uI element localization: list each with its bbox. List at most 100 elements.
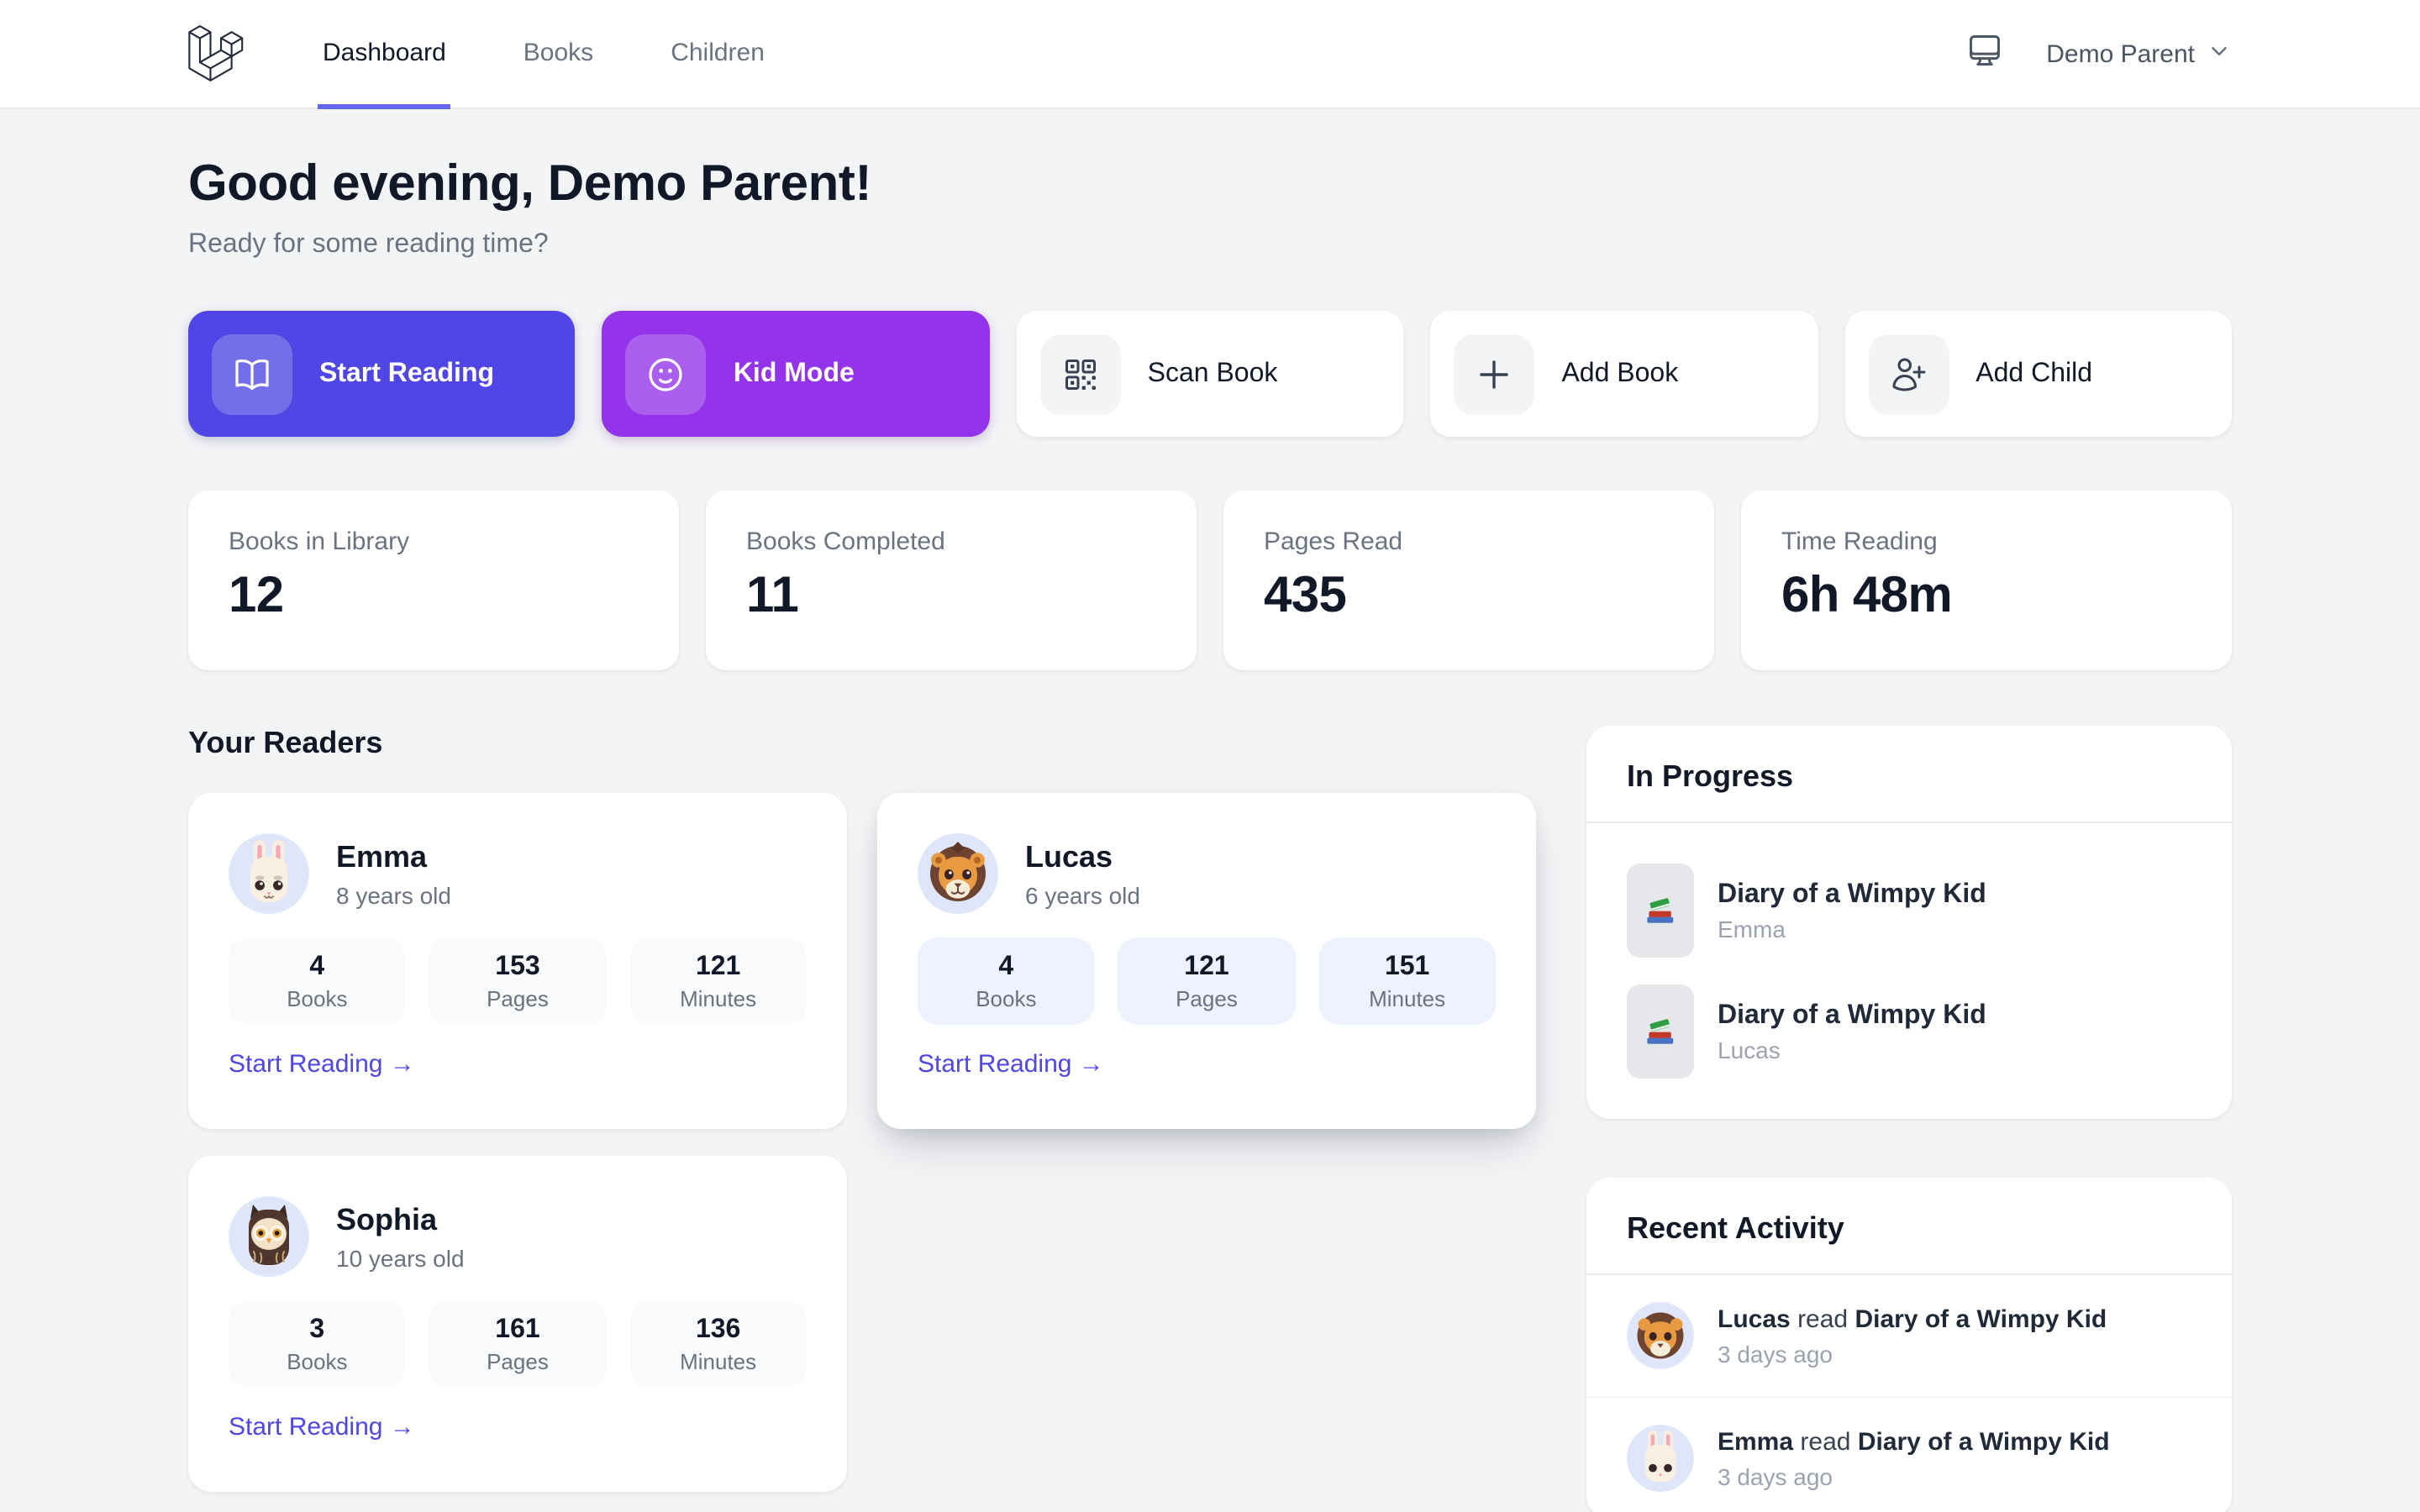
activity-action: read bbox=[1797, 1305, 1849, 1333]
pages-chip: 161 Pages bbox=[429, 1300, 607, 1388]
activity-row: Emma read Diary of a Wimpy Kid 3 days ag… bbox=[1586, 1396, 2232, 1512]
pages-chip: 153 Pages bbox=[429, 937, 607, 1025]
reader-grid: Emma 8 years old 4 Books 153 Pages bbox=[188, 793, 1536, 1492]
tab-books[interactable]: Books bbox=[523, 38, 594, 66]
chip-label: Minutes bbox=[1369, 986, 1446, 1011]
smile-face-icon bbox=[625, 333, 707, 414]
chevron-down-icon bbox=[2207, 38, 2232, 70]
stat-value: 11 bbox=[746, 568, 799, 623]
activity-text: Lucas read Diary of a Wimpy Kid bbox=[1718, 1305, 2107, 1333]
stat-pages-read: Pages Read 435 bbox=[1223, 491, 1714, 670]
bunny-avatar bbox=[1627, 1425, 1694, 1492]
chip-value: 121 bbox=[1184, 953, 1229, 981]
minutes-chip: 136 Minutes bbox=[629, 1300, 807, 1388]
activity-book-title: Diary of a Wimpy Kid bbox=[1857, 1427, 2110, 1456]
add-book-button[interactable]: Add Book bbox=[1430, 311, 1818, 437]
sidebar-panels: In Progress D bbox=[1586, 726, 2232, 1512]
pages-chip: 121 Pages bbox=[1118, 937, 1296, 1025]
start-reading-link[interactable]: Start Reading → bbox=[229, 1413, 415, 1441]
activity-reader: Emma bbox=[1718, 1427, 1794, 1456]
chip-value: 153 bbox=[495, 953, 540, 981]
in-progress-item: Diary of a Wimpy Kid Lucas bbox=[1627, 984, 2191, 1079]
your-readers-heading: Your Readers bbox=[188, 726, 383, 759]
book-cover-placeholder bbox=[1627, 864, 1694, 958]
dashboard-main: Good evening, Demo Parent! Ready for som… bbox=[188, 109, 2233, 1512]
chip-label: Books bbox=[287, 1349, 348, 1374]
user-menu[interactable]: Demo Parent bbox=[2046, 38, 2232, 70]
stat-value: 12 bbox=[229, 568, 284, 623]
action-label: Kid Mode bbox=[733, 359, 855, 387]
chip-label: Books bbox=[976, 986, 1037, 1011]
add-child-button[interactable]: Add Child bbox=[1844, 311, 2233, 437]
book-cover-placeholder bbox=[1627, 984, 1694, 1079]
chip-label: Books bbox=[287, 986, 348, 1011]
activity-reader: Lucas bbox=[1718, 1305, 1791, 1333]
stat-label: Books Completed bbox=[746, 528, 945, 556]
action-label: Add Child bbox=[1975, 359, 2092, 387]
book-reader: Emma bbox=[1718, 915, 1786, 942]
start-reading-link[interactable]: Start Reading → bbox=[918, 1050, 1104, 1079]
reader-age: 8 years old bbox=[336, 881, 451, 908]
chip-value: 151 bbox=[1384, 953, 1430, 981]
in-progress-panel: In Progress D bbox=[1586, 726, 2232, 1119]
chip-label: Pages bbox=[487, 986, 549, 1011]
main-tabs: Dashboard Books Children bbox=[318, 0, 770, 109]
book-title: Diary of a Wimpy Kid bbox=[1718, 879, 1986, 908]
book-stack-icon bbox=[1647, 1019, 1674, 1044]
quick-actions: Start Reading Kid Mode Scan Book Add Boo… bbox=[188, 311, 2233, 437]
stat-label: Pages Read bbox=[1264, 528, 1403, 556]
chip-value: 4 bbox=[309, 953, 325, 981]
recent-activity-panel: Recent Activity bbox=[1586, 1178, 2232, 1512]
chip-label: Pages bbox=[487, 1349, 549, 1374]
books-chip: 4 Books bbox=[918, 937, 1095, 1025]
reader-card-lucas[interactable]: Lucas 6 years old 4 Books 121 Page bbox=[877, 793, 1536, 1129]
stat-label: Books in Library bbox=[229, 528, 410, 556]
activity-time: 3 days ago bbox=[1718, 1340, 1833, 1367]
lion-avatar bbox=[918, 833, 998, 914]
books-chip: 4 Books bbox=[229, 937, 406, 1025]
reader-card-sophia[interactable]: Sophia 10 years old 3 Books 161 Pa bbox=[188, 1156, 847, 1492]
reader-card-emma[interactable]: Emma 8 years old 4 Books 153 Pages bbox=[188, 793, 847, 1129]
start-reading-button[interactable]: Start Reading bbox=[188, 311, 576, 437]
tab-dashboard[interactable]: Dashboard bbox=[318, 0, 451, 109]
stat-time-reading: Time Reading 6h 48m bbox=[1741, 491, 2232, 670]
stat-value: 435 bbox=[1264, 568, 1347, 623]
reader-age: 6 years old bbox=[1025, 881, 1140, 908]
in-progress-item: Diary of a Wimpy Kid Emma bbox=[1627, 864, 2191, 958]
tab-children[interactable]: Children bbox=[671, 38, 765, 66]
reader-name: Sophia bbox=[336, 1202, 438, 1236]
activity-action: read bbox=[1800, 1427, 1851, 1456]
recent-activity-heading: Recent Activity bbox=[1627, 1211, 1844, 1245]
chip-value: 136 bbox=[695, 1315, 741, 1344]
start-reading-link[interactable]: Start Reading → bbox=[229, 1050, 415, 1079]
action-label: Scan Book bbox=[1147, 359, 1278, 387]
chip-value: 3 bbox=[309, 1315, 325, 1344]
reader-name: Emma bbox=[336, 839, 428, 873]
bunny-avatar bbox=[229, 833, 309, 914]
stats-row: Books in Library 12 Books Completed 11 P… bbox=[188, 491, 2232, 670]
books-chip: 3 Books bbox=[229, 1300, 406, 1388]
activity-time: 3 days ago bbox=[1718, 1462, 1833, 1489]
display-mode-button[interactable] bbox=[1965, 31, 2002, 76]
user-plus-icon bbox=[1868, 333, 1949, 414]
activity-book-title: Diary of a Wimpy Kid bbox=[1854, 1305, 2107, 1333]
chip-value: 4 bbox=[998, 953, 1014, 981]
chip-label: Pages bbox=[1176, 986, 1238, 1011]
kid-mode-button[interactable]: Kid Mode bbox=[602, 311, 990, 437]
greeting-subtitle: Ready for some reading time? bbox=[188, 230, 549, 259]
scan-book-button[interactable]: Scan Book bbox=[1016, 311, 1404, 437]
greeting-heading: Good evening, Demo Parent! bbox=[188, 156, 872, 212]
activity-text: Emma read Diary of a Wimpy Kid bbox=[1718, 1427, 2110, 1456]
user-name: Demo Parent bbox=[2046, 39, 2195, 68]
top-nav: Dashboard Books Children Demo Parent bbox=[0, 0, 2420, 109]
stat-label: Time Reading bbox=[1781, 528, 1938, 556]
activity-row: Lucas read Diary of a Wimpy Kid 3 days a… bbox=[1586, 1275, 2232, 1396]
book-stack-icon bbox=[1647, 898, 1674, 923]
in-progress-heading: In Progress bbox=[1627, 759, 1794, 793]
laravel-logo-icon[interactable] bbox=[188, 0, 244, 108]
book-open-icon bbox=[212, 333, 292, 414]
stat-books-completed: Books Completed 11 bbox=[706, 491, 1197, 670]
chip-value: 161 bbox=[495, 1315, 540, 1344]
qr-code-icon bbox=[1039, 333, 1121, 414]
